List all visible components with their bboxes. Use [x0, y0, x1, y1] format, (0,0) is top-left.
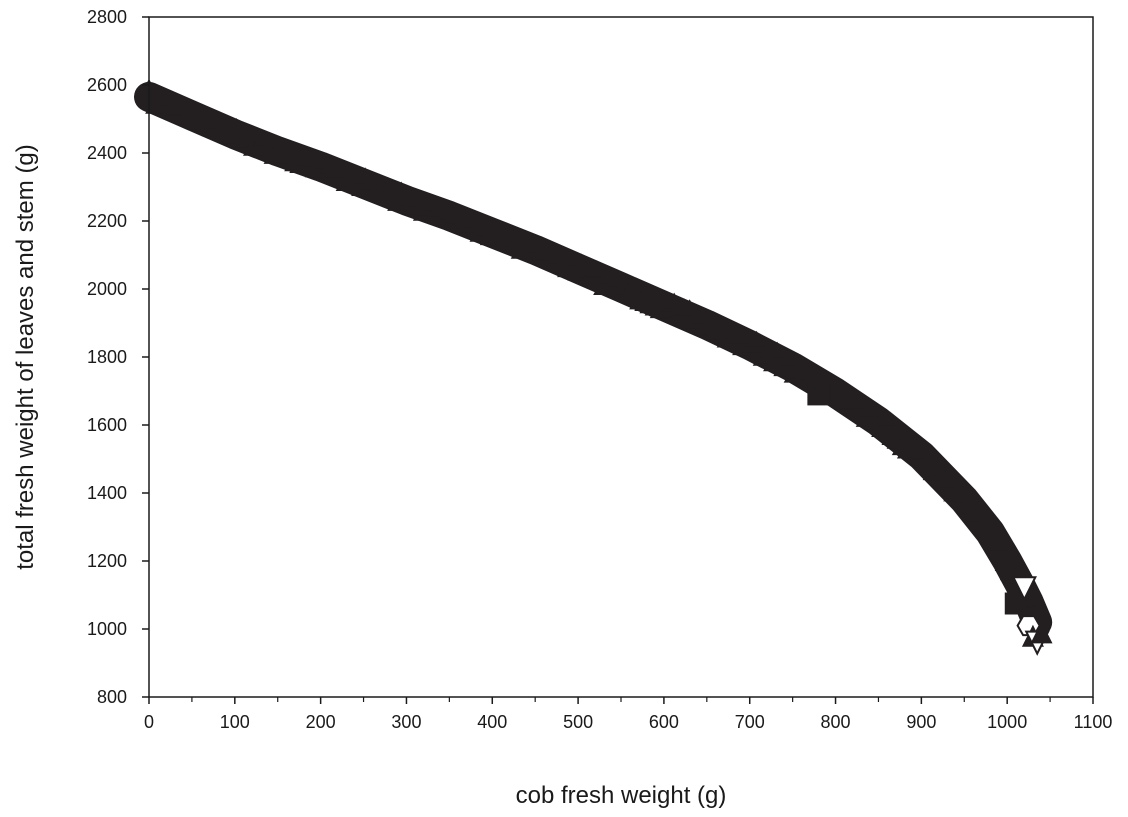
x-axis-title: cob fresh weight (g)	[516, 782, 727, 809]
square-marker	[807, 383, 829, 405]
y-tick-label: 1400	[87, 483, 127, 503]
y-tick-label: 800	[97, 687, 127, 707]
x-tick-label: 500	[563, 712, 593, 732]
x-tick-label: 700	[735, 712, 765, 732]
x-axis-ticks: 0 100 200 300 400 500 600 700 800 900 1000 1100	[144, 697, 1112, 732]
data-points	[807, 383, 1052, 653]
x-tick-label: 800	[821, 712, 851, 732]
x-tick-label: 100	[220, 712, 250, 732]
x-tick-label: 1100	[1074, 712, 1113, 732]
x-tick-label: 1000	[987, 712, 1027, 732]
x-tick-label: 400	[477, 712, 507, 732]
y-tick-label: 1800	[87, 347, 127, 367]
plot-frame	[149, 17, 1093, 697]
x-tick-label: 900	[906, 712, 936, 732]
start-marker	[137, 84, 163, 110]
x-tick-label: 200	[306, 712, 336, 732]
y-tick-label: 2200	[87, 211, 127, 231]
y-axis-title: total fresh weight of leaves and stem (g…	[12, 144, 39, 570]
x-tick-label: 300	[391, 712, 421, 732]
x-tick-label: 0	[144, 712, 154, 732]
y-tick-label: 2400	[87, 143, 127, 163]
marker-band	[149, 97, 1037, 622]
y-tick-label: 2000	[87, 279, 127, 299]
data-band	[137, 79, 1038, 622]
y-axis-ticks: 800 1000 1200 1400 1600 1800 2000 2200 2400 2600 2…	[87, 7, 149, 707]
x-tick-label: 600	[649, 712, 679, 732]
y-tick-label: 1000	[87, 619, 127, 639]
y-tick-label: 1600	[87, 415, 127, 435]
y-tick-label: 1200	[87, 551, 127, 571]
y-tick-label: 2800	[87, 7, 127, 27]
y-tick-label: 2600	[87, 75, 127, 95]
